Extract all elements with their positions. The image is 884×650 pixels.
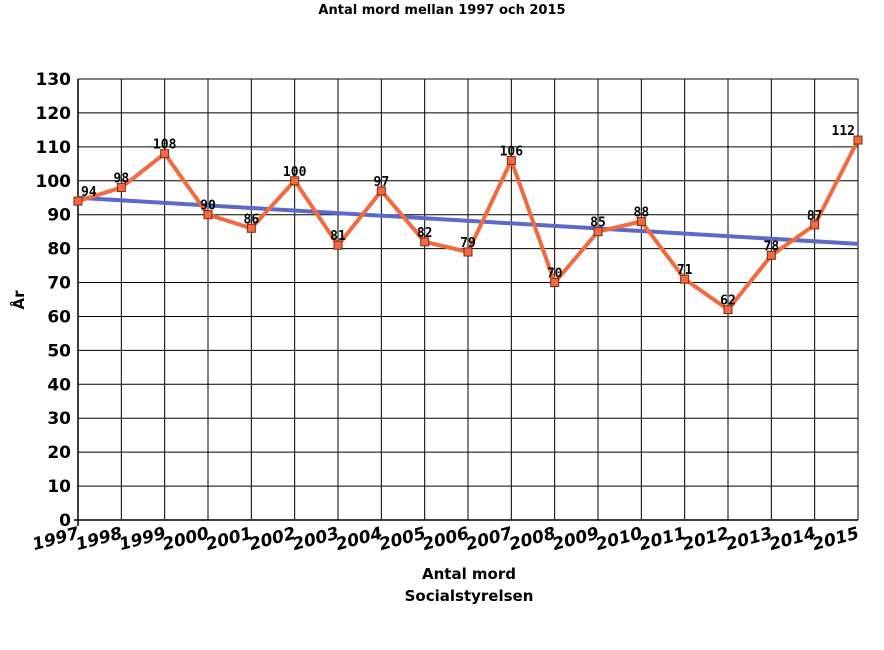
y-tick-label: 10	[47, 477, 71, 497]
y-tick-label: 100	[36, 172, 72, 192]
data-label: 94	[81, 185, 97, 200]
data-point	[593, 227, 603, 237]
data-point	[853, 135, 863, 145]
data-label: 98	[114, 172, 130, 187]
data-label: 85	[590, 216, 606, 231]
data-point	[636, 216, 646, 226]
data-label: 106	[500, 144, 524, 159]
data-point	[463, 247, 473, 257]
grid	[74, 78, 859, 526]
data-label: 87	[807, 209, 823, 224]
data-label: 90	[200, 199, 216, 214]
x-tick-label: 2011	[637, 524, 688, 556]
y-tick-label: 110	[36, 138, 72, 158]
data-point	[73, 196, 83, 206]
x-tick-label: 2005	[377, 524, 428, 556]
x-axis-ticks: 1997199819992000200120022003200420052006…	[30, 523, 861, 555]
data-point	[160, 149, 170, 159]
data-label: 97	[374, 175, 390, 190]
data-labels: 94 98 108 90 86 100 81 97 82 79 106 70 85 88 71 62 78 87 1…	[81, 124, 855, 309]
data-point	[246, 223, 256, 233]
data-point	[550, 278, 560, 288]
data-label: 78	[764, 239, 780, 254]
y-tick-label: 80	[47, 240, 71, 260]
data-label: 71	[677, 263, 693, 278]
data-point	[506, 155, 516, 165]
source-label: Socialstyrelsen	[405, 587, 534, 605]
x-axis-label: Antal mord	[422, 565, 516, 583]
data-point	[420, 237, 430, 247]
data-point	[723, 305, 733, 315]
data-label: 108	[153, 138, 177, 153]
data-point	[766, 250, 776, 260]
x-tick-label: 2004	[334, 524, 385, 556]
data-label: 81	[330, 229, 346, 244]
data-point	[680, 274, 690, 284]
data-label: 82	[417, 226, 433, 241]
trendline	[77, 195, 859, 246]
data-point	[116, 183, 126, 193]
data-point	[290, 176, 300, 186]
trendline-line	[77, 195, 859, 246]
x-tick-label: 2002	[247, 524, 298, 556]
y-tick-label: 60	[47, 307, 71, 327]
data-point	[203, 210, 213, 220]
markers	[73, 135, 863, 315]
y-tick-label: 20	[47, 443, 71, 463]
x-tick-label: 2003	[290, 524, 341, 556]
chart-title: Antal mord mellan 1997 och 2015	[318, 3, 565, 18]
y-tick-label: 120	[36, 104, 72, 124]
x-tick-label: 2012	[680, 524, 731, 556]
x-tick-label: 2001	[204, 524, 255, 556]
data-label: 79	[460, 236, 476, 251]
x-tick-label: 2013	[724, 524, 775, 556]
data-label: 112	[832, 124, 855, 139]
y-tick-label: 40	[47, 375, 71, 395]
data-label: 88	[634, 205, 650, 220]
data-point	[810, 220, 820, 230]
y-tick-label: 90	[47, 206, 71, 226]
y-tick-label: 0	[59, 511, 71, 531]
y-tick-label: 70	[47, 274, 71, 294]
data-label: 86	[244, 212, 260, 227]
y-axis-ticks: 0 10 20 30 40 50 60 70 80 90 100 110 120 130	[36, 70, 72, 531]
y-tick-label: 130	[36, 70, 72, 90]
y-tick-label: 50	[47, 341, 71, 361]
y-axis-label: År	[9, 290, 28, 310]
x-tick-label: 2014	[767, 524, 818, 556]
data-point	[376, 186, 386, 196]
data-point	[333, 240, 343, 250]
data-label: 62	[720, 294, 736, 309]
data-label: 100	[283, 165, 307, 180]
x-tick-label: 2015	[810, 524, 861, 556]
y-tick-label: 30	[47, 409, 71, 429]
data-label: 70	[547, 267, 563, 282]
